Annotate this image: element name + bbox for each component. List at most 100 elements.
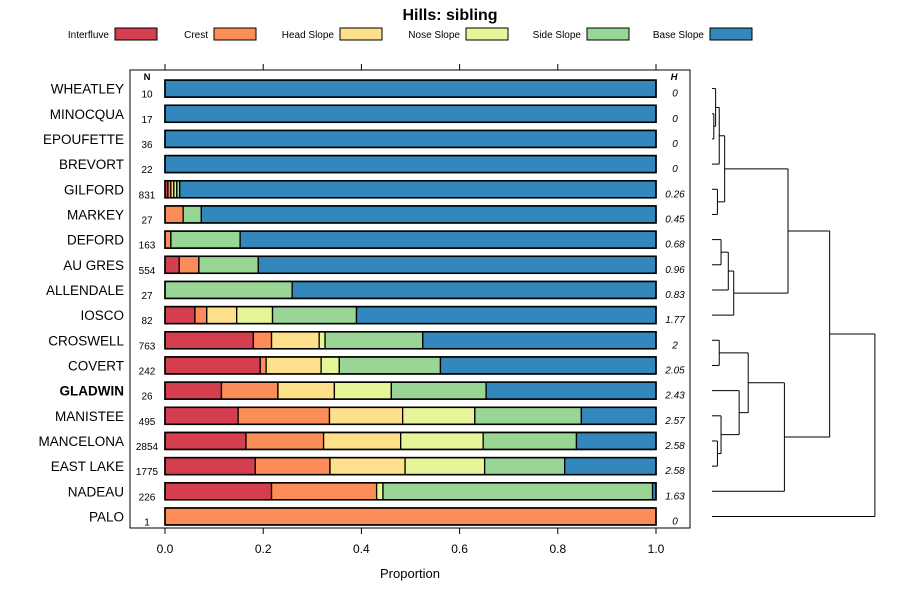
bar-outline bbox=[164, 179, 657, 199]
row-entropy: 0 bbox=[672, 89, 678, 100]
row-count: 831 bbox=[139, 190, 156, 201]
bar-segment bbox=[239, 230, 657, 249]
bar-segment bbox=[200, 205, 657, 224]
bar-row: IOSCO 82 1.77 bbox=[80, 305, 685, 327]
row-entropy: 0 bbox=[672, 114, 678, 125]
bar-outline bbox=[164, 205, 657, 224]
bar-segment bbox=[333, 381, 393, 400]
bar-outline bbox=[164, 406, 657, 426]
bar-segment bbox=[270, 482, 378, 501]
legend: Interfluve Crest Head Slope Nose Slope Side … bbox=[68, 27, 753, 41]
bar-segment bbox=[164, 255, 180, 274]
bar-segment bbox=[390, 381, 487, 400]
bar-segment bbox=[220, 381, 279, 400]
bar-segment bbox=[164, 356, 261, 375]
bar-outline bbox=[164, 456, 657, 476]
bar-segment bbox=[382, 482, 654, 501]
row-entropy: 1.77 bbox=[665, 315, 685, 326]
bar-segment bbox=[483, 456, 566, 476]
bar-segment bbox=[265, 356, 322, 375]
n-column-header: N bbox=[144, 72, 151, 83]
bar-row: ALLENDALE 27 0.83 bbox=[46, 280, 685, 302]
row-count: 82 bbox=[141, 316, 153, 327]
row-label: MARKEY bbox=[67, 207, 124, 222]
x-tick-label: 0.0 bbox=[157, 542, 174, 556]
bar-outline bbox=[164, 79, 657, 98]
row-label: ALLENDALE bbox=[46, 283, 124, 298]
row-entropy: 0 bbox=[672, 139, 678, 150]
row-label: COVERT bbox=[68, 358, 124, 373]
row-entropy: 2 bbox=[671, 340, 678, 351]
legend-swatch bbox=[114, 27, 158, 41]
x-axis-title: Proportion bbox=[380, 566, 440, 581]
bar-segment bbox=[329, 456, 406, 476]
row-label: MANCELONA bbox=[38, 434, 124, 449]
bar-segment bbox=[254, 456, 331, 476]
row-label: NADEAU bbox=[68, 484, 124, 499]
row-count: 27 bbox=[141, 291, 153, 302]
bar-outline bbox=[164, 255, 657, 275]
bar-segment bbox=[320, 356, 340, 375]
bar-row: BREVORT 22 0 bbox=[59, 154, 678, 176]
bar-segment bbox=[422, 331, 657, 350]
bar-segment bbox=[474, 406, 583, 425]
bar-outline bbox=[164, 154, 657, 174]
bar-row: MANISTEE 495 2.57 bbox=[55, 406, 685, 428]
legend-label: Interfluve bbox=[68, 30, 110, 41]
bar-outline bbox=[164, 330, 657, 350]
bar-segment bbox=[291, 280, 657, 300]
bar-segment bbox=[164, 482, 273, 501]
bar-outline bbox=[164, 431, 657, 451]
row-count: 1775 bbox=[136, 467, 159, 478]
bar-segment bbox=[206, 305, 238, 325]
row-count: 26 bbox=[141, 392, 153, 403]
bar-segment bbox=[164, 381, 223, 400]
h-column-header: H bbox=[671, 72, 679, 83]
bar-outline bbox=[164, 482, 657, 501]
row-count: 495 bbox=[139, 417, 156, 428]
row-entropy: 2.43 bbox=[664, 391, 685, 402]
row-label: MINOCQUA bbox=[50, 107, 124, 122]
row-entropy: 0.83 bbox=[665, 290, 685, 301]
row-entropy: 1.63 bbox=[665, 491, 685, 502]
bar-segment bbox=[164, 79, 657, 98]
bar-outline bbox=[164, 305, 657, 325]
bar-segment bbox=[328, 406, 404, 425]
bar-outline bbox=[164, 104, 657, 124]
bar-segment bbox=[164, 331, 255, 350]
row-count: 10 bbox=[141, 90, 153, 101]
bar-segment bbox=[178, 255, 200, 274]
bar-segment bbox=[245, 431, 325, 451]
bar-segment bbox=[575, 431, 657, 451]
legend-label: Side Slope bbox=[533, 30, 582, 41]
bar-row: EPOUFETTE 36 0 bbox=[43, 129, 678, 151]
row-entropy: 0.45 bbox=[665, 214, 685, 225]
legend-label: Nose Slope bbox=[408, 30, 460, 41]
bar-outline bbox=[164, 507, 657, 526]
row-count: 22 bbox=[141, 165, 153, 176]
bar-segment bbox=[324, 331, 424, 350]
bar-segment bbox=[164, 305, 196, 325]
chart-title: Hills: sibling bbox=[402, 7, 497, 24]
row-label: EPOUFETTE bbox=[43, 132, 124, 147]
bar-row: COVERT 242 2.05 bbox=[68, 356, 685, 377]
bar-segment bbox=[194, 305, 208, 325]
bar-segment bbox=[259, 356, 267, 375]
row-label: MANISTEE bbox=[55, 409, 124, 424]
bar-outline bbox=[164, 381, 657, 400]
bar-segment bbox=[482, 431, 578, 451]
bar-segment bbox=[164, 406, 239, 425]
row-label: AU GRES bbox=[63, 258, 124, 273]
bar-segment bbox=[170, 230, 241, 249]
row-count: 27 bbox=[141, 215, 153, 226]
bar-outline bbox=[164, 129, 657, 149]
row-count: 763 bbox=[139, 341, 156, 352]
bar-segment bbox=[257, 255, 657, 274]
x-tick-label: 0.2 bbox=[255, 542, 272, 556]
bar-segment bbox=[564, 456, 657, 476]
bar-segment bbox=[164, 280, 293, 300]
row-label: PALO bbox=[89, 509, 124, 524]
bar-segment bbox=[164, 104, 657, 123]
bar-segment bbox=[401, 406, 476, 425]
